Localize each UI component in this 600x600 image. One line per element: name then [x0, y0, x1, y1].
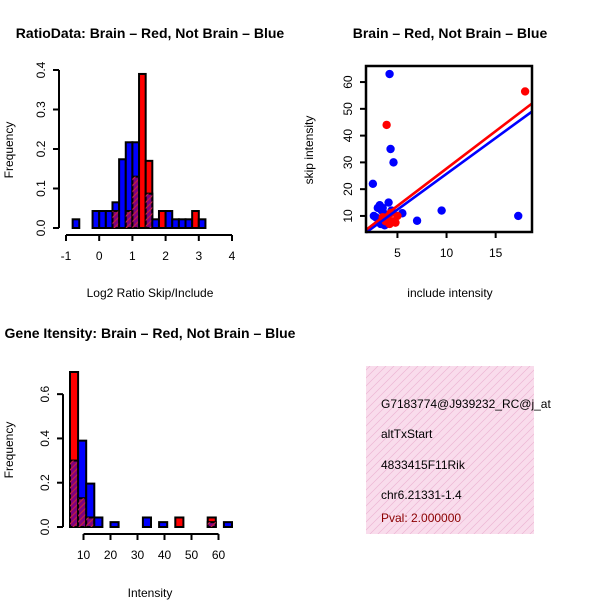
scatter-point-not-brain: [384, 198, 393, 207]
ratio-x-tick-label: 0: [96, 249, 103, 263]
scatter-x-label: include intensity: [407, 286, 492, 300]
scatter-y-tick-label: 50: [341, 102, 355, 116]
ratio-x-tick-label: -1: [61, 249, 72, 263]
ratio-histogram: RatioData: Brain – Red, Not Brain – Blue…: [2, 25, 284, 300]
ratio-x-tick-label: 3: [195, 249, 202, 263]
ratio-bar-not-brain: [71, 218, 81, 229]
intensity-x-label: Intensity: [128, 586, 173, 600]
scatter-point-brain: [393, 211, 402, 221]
intensity-x-tick-label: 30: [131, 548, 145, 562]
scatter-point-not-brain: [389, 158, 398, 167]
gene-intensity-histogram: Gene Itensity: Brain – Red, Not Brain – …: [2, 325, 296, 600]
intensity-y-tick-label: 0.6: [38, 385, 52, 402]
scatter-y-tick-label: 60: [341, 75, 355, 89]
intensity-chart-title: Gene Itensity: Brain – Red, Not Brain – …: [5, 325, 296, 341]
ratio-y-tick-label: 0.3: [34, 101, 48, 118]
regression-line-brain: [365, 102, 533, 231]
ratio-x-label: Log2 Ratio Skip/Include: [87, 286, 214, 300]
scatter-y-label: skip intensity: [302, 116, 316, 185]
intensity-bar-overlap-hatch: [86, 517, 95, 527]
ratio-y-label: Frequency: [2, 122, 16, 179]
scatter-y-tick-label: 30: [341, 155, 355, 169]
scatter-point-not-brain: [386, 144, 395, 154]
scatter-x-tick-label: 5: [394, 246, 401, 260]
scatter-point-brain: [520, 87, 530, 96]
ratio-y-tick-label: 0.1: [34, 180, 48, 197]
intensity-scatter: Brain – Red, Not Brain – Blue include in…: [302, 25, 547, 300]
scatter-point-not-brain: [369, 211, 379, 221]
scatter-y-tick-label: 20: [341, 182, 355, 196]
intensity-y-tick-label: 0.4: [38, 430, 52, 447]
scatter-x-tick-label: 15: [489, 246, 503, 260]
intensity-bar-not-brain: [93, 516, 104, 529]
ratio-y-tick-label: 0.2: [34, 140, 48, 157]
scatter-point-brain: [382, 120, 391, 130]
ratio-bar-brain: [138, 72, 147, 229]
ratio-bar-not-brain: [197, 218, 207, 229]
probe-id: G7183774@J939232_RC@j_at: [381, 397, 551, 411]
intensity-bar-overlap-hatch: [207, 522, 216, 527]
intensity-bar-overlap-hatch: [78, 498, 87, 527]
ratio-x-tick-label: 1: [129, 249, 136, 263]
ratio-y-tick-label: 0.0: [34, 219, 48, 236]
scatter-plot-box: [364, 64, 534, 234]
regression-line-not-brain: [365, 110, 533, 234]
intensity-y-tick-label: 0.2: [38, 474, 52, 491]
ratio-x-tick-label: 4: [229, 249, 236, 263]
ratio-bar-overlap-hatch: [145, 193, 153, 228]
intensity-bar-not-brain: [158, 521, 169, 529]
ratio-y-tick-label: 0.4: [34, 61, 48, 78]
intensity-y-tick-label: 0.0: [38, 518, 52, 535]
scatter-y-tick-label: 10: [341, 209, 355, 223]
scatter-chart-title: Brain – Red, Not Brain – Blue: [353, 25, 548, 41]
ratio-bar-overlap-hatch: [125, 211, 133, 228]
scatter-x-tick-label: 10: [440, 246, 454, 260]
ratio-x-tick-label: 2: [162, 249, 169, 263]
ratio-bar-overlap-hatch: [112, 211, 120, 228]
ratio-chart-title: RatioData: Brain – Red, Not Brain – Blue: [16, 25, 285, 41]
info-panel: G7183774@J939232_RC@j_at altTxStart 4833…: [366, 366, 551, 534]
gene-name: 4833415F11Rik: [381, 458, 466, 472]
event-type: altTxStart: [381, 427, 433, 441]
intensity-x-tick-label: 10: [77, 548, 91, 562]
info-box-background: [366, 366, 534, 534]
intensity-bar-not-brain: [222, 521, 233, 529]
p-value: Pval: 2.000000: [381, 511, 461, 525]
scatter-point-not-brain: [368, 179, 378, 189]
scatter-point-not-brain: [378, 203, 387, 213]
scatter-y-tick-label: 40: [341, 129, 355, 143]
ratio-bar-overlap-hatch: [132, 176, 140, 228]
scatter-point-not-brain: [412, 216, 422, 225]
chromosome-location: chr6.21331-1.4: [381, 488, 462, 502]
intensity-bar-brain: [174, 516, 185, 529]
scatter-point-brain: [391, 218, 400, 227]
intensity-bar-overlap-hatch: [70, 460, 79, 527]
intensity-x-tick-label: 60: [212, 548, 226, 562]
scatter-point-not-brain: [385, 69, 394, 79]
intensity-x-tick-label: 50: [185, 548, 199, 562]
intensity-x-tick-label: 40: [158, 548, 172, 562]
scatter-point-not-brain: [514, 211, 523, 221]
scatter-point-not-brain: [437, 206, 446, 215]
intensity-bar-not-brain: [109, 521, 120, 529]
intensity-y-label: Frequency: [2, 422, 16, 479]
intensity-x-tick-label: 20: [104, 548, 118, 562]
intensity-bar-not-brain: [141, 516, 152, 529]
